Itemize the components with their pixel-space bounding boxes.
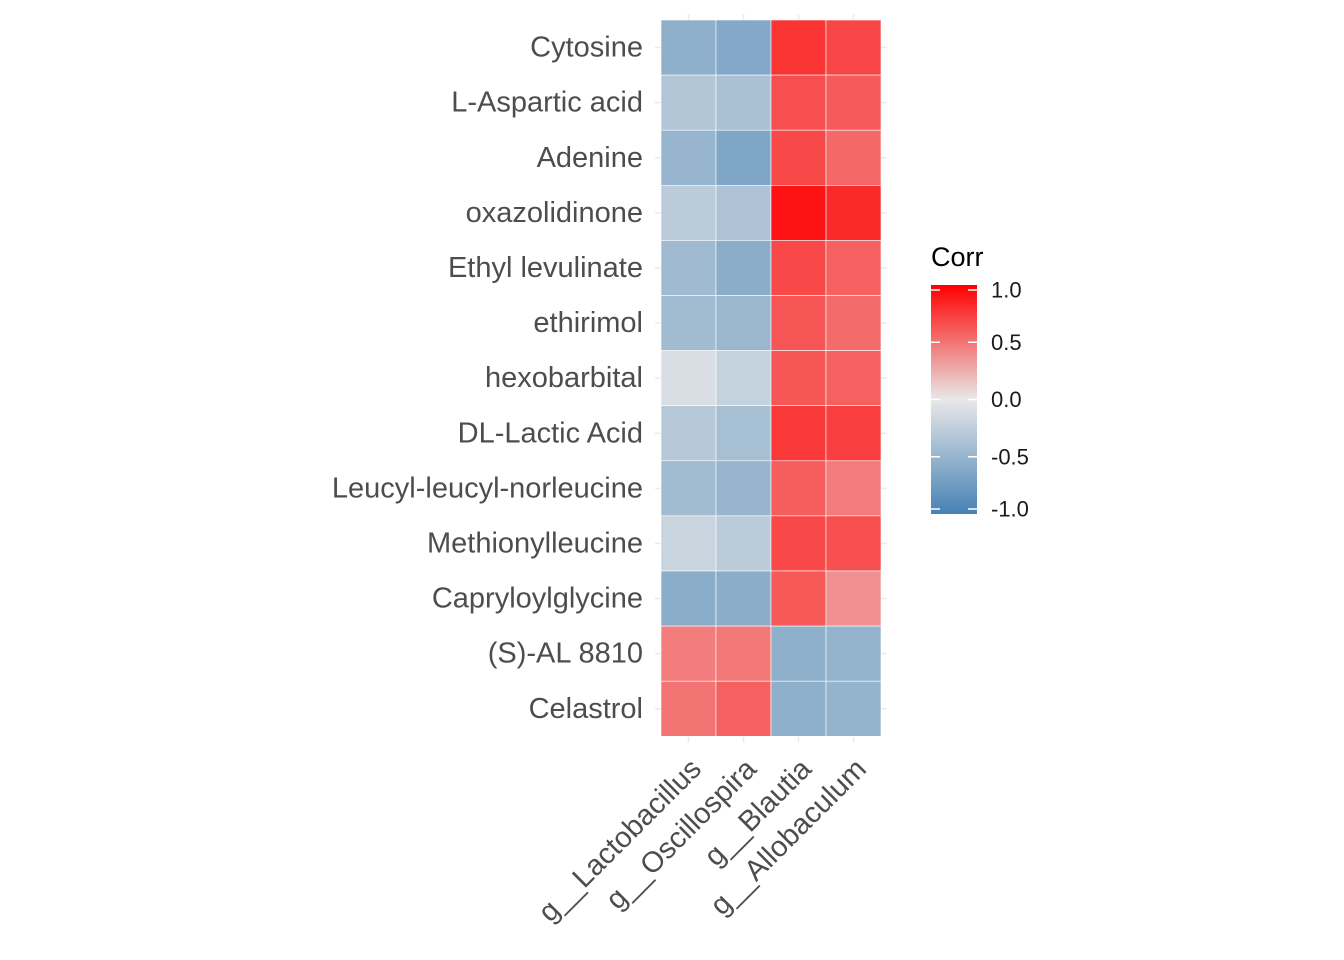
heatmap-cell: [715, 19, 772, 76]
heatmap-cell: [825, 295, 882, 351]
heatmap-cell: [715, 129, 772, 186]
legend-ticks: 1.0 0.5 0.0 -0.5 -1.0: [931, 278, 1029, 522]
heatmap-cell: [660, 515, 717, 572]
heatmap-cell: [715, 405, 772, 462]
y-tick-label: Adenine: [537, 142, 643, 174]
y-tick-label: ethirimol: [533, 307, 643, 339]
heatmap-cell: [660, 350, 717, 407]
y-axis-labels: Cytosine L-Aspartic acid Adenine oxazolidin…: [332, 32, 643, 725]
heatmap-cell: [825, 129, 882, 186]
y-tick-label: Capryloylglycine: [432, 583, 643, 615]
y-tick-label: DL-Lactic Acid: [458, 417, 643, 449]
heatmap-cell: [660, 129, 717, 186]
heatmap-cell: [715, 74, 772, 131]
heatmap-cell: [660, 625, 717, 682]
heatmap-cell: [660, 460, 717, 517]
heatmap-cell: [825, 570, 882, 627]
heatmap-cell: [770, 570, 827, 627]
legend-tick-label: -0.5: [991, 444, 1029, 469]
heatmap-cell: [825, 625, 882, 682]
heatmap-cell: [660, 240, 717, 296]
heatmap-cell: [660, 74, 717, 131]
y-tick-label: Methionylleucine: [427, 527, 643, 559]
heatmap-cell: [660, 570, 717, 627]
y-tick-label: Cytosine: [530, 32, 643, 64]
heatmap-cell: [715, 625, 772, 682]
legend-tick-label: 0.0: [991, 387, 1022, 412]
legend: Corr 1.0 0.5 0.0 -0.5 -1.0: [931, 242, 1029, 522]
heatmap-cell: [770, 129, 827, 186]
heatmap-cell: [715, 240, 772, 296]
heatmap-cell: [660, 295, 717, 351]
heatmap-cell: [770, 295, 827, 351]
heatmap-cell: [825, 460, 882, 517]
heatmap-cell: [660, 405, 717, 462]
y-tick-label: Ethyl levulinate: [448, 252, 643, 284]
heatmap-cell: [770, 185, 827, 241]
x-axis-labels: g__Lactobacillusg__Oscillospirag__Blauti…: [532, 752, 872, 928]
heatmap-cell: [770, 680, 827, 737]
legend-tick-label: 0.5: [991, 330, 1022, 355]
heatmap-cell: [770, 350, 827, 407]
heatmap-cell: [715, 570, 772, 627]
heatmap-cell: [770, 240, 827, 296]
legend-title: Corr: [931, 242, 984, 272]
heatmap-cell: [715, 680, 772, 737]
heatmap-cell: [825, 680, 882, 737]
heatmap-cells: [660, 19, 882, 737]
heatmap-cell: [715, 350, 772, 407]
y-tick-label: (S)-AL 8810: [488, 638, 643, 670]
y-tick-label: Celastrol: [529, 693, 643, 725]
heatmap-cell: [770, 405, 827, 462]
heatmap-cell: [825, 185, 882, 241]
heatmap-cell: [715, 295, 772, 351]
heatmap-cell: [715, 460, 772, 517]
heatmap-cell: [825, 19, 882, 76]
heatmap-cell: [715, 515, 772, 572]
heatmap-cell: [825, 350, 882, 407]
heatmap-cell: [825, 74, 882, 131]
heatmap-cell: [660, 185, 717, 241]
heatmap-cell: [825, 515, 882, 572]
heatmap-cell: [660, 680, 717, 737]
heatmap-cell: [715, 185, 772, 241]
heatmap-cell: [770, 460, 827, 517]
heatmap-cell: [825, 240, 882, 296]
y-tick-label: hexobarbital: [485, 362, 643, 394]
heatmap-cell: [770, 625, 827, 682]
legend-tick-label: 1.0: [991, 278, 1022, 303]
y-tick-label: L-Aspartic acid: [451, 87, 643, 119]
y-tick-label: Leucyl-leucyl-norleucine: [332, 472, 643, 504]
y-tick-label: oxazolidinone: [466, 197, 643, 229]
heatmap-cell: [770, 19, 827, 76]
legend-tick-label: -1.0: [991, 497, 1029, 522]
heatmap-cell: [825, 405, 882, 462]
heatmap-cell: [660, 19, 717, 76]
heatmap-cell: [770, 515, 827, 572]
heatmap-cell: [770, 74, 827, 131]
